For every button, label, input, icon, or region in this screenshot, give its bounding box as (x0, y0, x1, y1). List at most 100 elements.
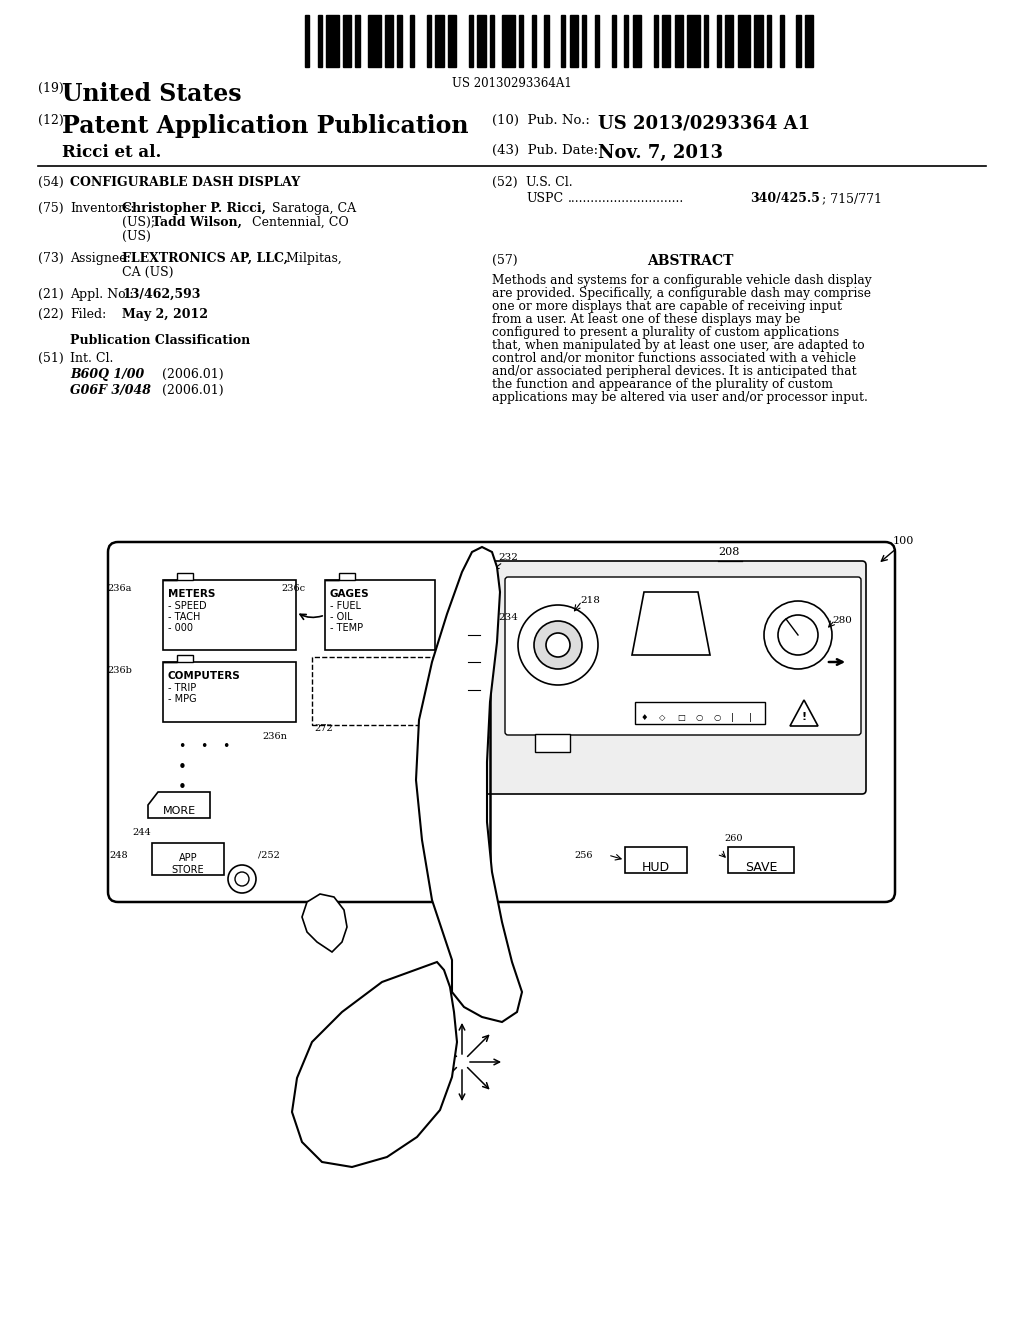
Text: - TEMP: - TEMP (330, 623, 364, 634)
Text: FLEXTRONICS AP, LLC,: FLEXTRONICS AP, LLC, (122, 252, 288, 265)
Bar (675, 15, 683, 67)
Text: (2006.01): (2006.01) (162, 368, 223, 381)
Text: United States: United States (62, 82, 242, 106)
Text: !: ! (802, 711, 807, 722)
Bar (343, 15, 351, 67)
Text: Christopher P. Ricci,: Christopher P. Ricci, (122, 202, 266, 215)
Bar (489, 15, 494, 67)
Bar (368, 15, 381, 67)
Text: the function and appearance of the plurality of custom: the function and appearance of the plura… (492, 378, 833, 391)
Text: Assignee:: Assignee: (70, 252, 131, 265)
Bar (705, 15, 709, 67)
Text: 208: 208 (718, 546, 739, 557)
Circle shape (518, 605, 598, 685)
Text: (12): (12) (38, 114, 63, 127)
Text: 232: 232 (498, 553, 518, 562)
Text: that, when manipulated by at least one user, are adapted to: that, when manipulated by at least one u… (492, 339, 864, 352)
FancyBboxPatch shape (108, 543, 895, 902)
Polygon shape (325, 573, 355, 579)
Text: (10)  Pub. No.:: (10) Pub. No.: (492, 114, 590, 127)
Text: ○: ○ (695, 713, 702, 722)
Polygon shape (790, 700, 818, 726)
Text: (US): (US) (122, 230, 151, 243)
Bar (397, 15, 401, 67)
Text: Patent Application Publication: Patent Application Publication (62, 114, 469, 139)
Text: Centennial, CO: Centennial, CO (248, 216, 349, 228)
Text: 13/462,593: 13/462,593 (122, 288, 201, 301)
Text: 264: 264 (390, 1052, 410, 1061)
Bar (163, 579, 296, 649)
Text: •: • (200, 741, 208, 752)
Text: Appl. No.:: Appl. No.: (70, 288, 133, 301)
Text: 240b: 240b (465, 733, 489, 742)
Text: /252: /252 (258, 851, 280, 861)
Circle shape (546, 634, 570, 657)
Text: CA (US): CA (US) (122, 267, 173, 279)
Text: - TACH: - TACH (168, 612, 201, 622)
Text: and/or associated peripheral devices. It is anticipated that: and/or associated peripheral devices. It… (492, 366, 857, 378)
Text: one or more displays that are capable of receiving input: one or more displays that are capable of… (492, 300, 842, 313)
Text: are provided. Specifically, a configurable dash may comprise: are provided. Specifically, a configurab… (492, 286, 871, 300)
Text: □: □ (677, 713, 685, 722)
Bar (531, 15, 536, 67)
Text: 256: 256 (574, 851, 593, 861)
Bar (717, 15, 721, 67)
Text: - SPEED: - SPEED (168, 601, 207, 611)
Text: (22): (22) (38, 308, 63, 321)
Text: APP
STORE: APP STORE (172, 853, 205, 875)
Bar (477, 15, 485, 67)
Bar (595, 15, 599, 67)
Bar (767, 15, 771, 67)
Polygon shape (632, 591, 710, 655)
Text: - MPG: - MPG (168, 694, 197, 704)
Text: •: • (178, 760, 186, 775)
Text: MORE: MORE (163, 807, 196, 816)
Text: (73): (73) (38, 252, 63, 265)
Text: US 2013/0293364 A1: US 2013/0293364 A1 (598, 114, 810, 132)
Text: •: • (178, 741, 185, 752)
Text: 236a: 236a (108, 583, 132, 593)
Text: 234: 234 (498, 612, 518, 622)
Text: US 20130293364A1: US 20130293364A1 (453, 77, 571, 90)
Text: Filed:: Filed: (70, 308, 106, 321)
Text: U.S. Cl.: U.S. Cl. (526, 176, 572, 189)
Text: configured to present a plurality of custom applications: configured to present a plurality of cus… (492, 326, 840, 339)
Text: Nov. 7, 2013: Nov. 7, 2013 (598, 144, 723, 162)
Text: Saratoga, CA: Saratoga, CA (268, 202, 356, 215)
Text: |: | (749, 713, 752, 722)
Text: METERS: METERS (168, 589, 215, 599)
Text: 272: 272 (314, 723, 333, 733)
Circle shape (228, 865, 256, 894)
Text: - TRIP: - TRIP (168, 682, 197, 693)
Text: from a user. At least one of these displays may be: from a user. At least one of these displ… (492, 313, 801, 326)
Text: ; 715/771: ; 715/771 (822, 191, 882, 205)
Bar (317, 15, 322, 67)
Text: Int. Cl.: Int. Cl. (70, 352, 114, 366)
Bar (435, 15, 443, 67)
Bar (312, 657, 440, 725)
Text: ..............................: .............................. (568, 191, 684, 205)
Bar (635, 702, 765, 723)
FancyBboxPatch shape (484, 561, 866, 795)
Polygon shape (163, 655, 193, 663)
Text: - 000: - 000 (168, 623, 193, 634)
Text: (52): (52) (492, 176, 517, 189)
Text: (43)  Pub. Date:: (43) Pub. Date: (492, 144, 598, 157)
Text: (US);: (US); (122, 216, 159, 228)
Bar (503, 15, 515, 67)
Text: USPC: USPC (526, 191, 563, 205)
Text: ◇: ◇ (659, 713, 666, 722)
Bar (797, 15, 801, 67)
Text: applications may be altered via user and/or processor input.: applications may be altered via user and… (492, 391, 868, 404)
Bar (725, 15, 733, 67)
Circle shape (778, 615, 818, 655)
Bar (410, 15, 414, 67)
Polygon shape (416, 546, 522, 1022)
Text: HUD: HUD (642, 861, 670, 874)
Circle shape (534, 620, 582, 669)
Bar (163, 663, 296, 722)
Text: (51): (51) (38, 352, 63, 366)
Bar (545, 15, 549, 67)
Text: |: | (731, 713, 734, 722)
Circle shape (234, 873, 249, 886)
